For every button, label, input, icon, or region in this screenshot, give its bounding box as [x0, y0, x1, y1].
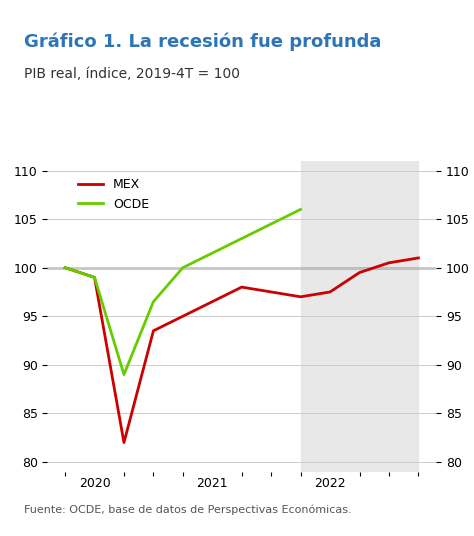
OCDE — [62, 264, 68, 271]
MEX — [268, 289, 274, 295]
MEX — [416, 255, 421, 261]
OCDE — [151, 299, 156, 305]
MEX — [239, 284, 245, 291]
Bar — [301, 161, 419, 472]
MEX — [386, 259, 392, 266]
OCDE — [298, 206, 303, 213]
MEX — [91, 274, 97, 281]
MEX — [210, 299, 215, 305]
OCDE — [91, 274, 97, 281]
OCDE — [268, 221, 274, 227]
MEX — [356, 269, 362, 276]
OCDE — [121, 371, 127, 378]
OCDE — [180, 264, 186, 271]
Text: Gráfico 1. La recesión fue profunda: Gráfico 1. La recesión fue profunda — [24, 32, 381, 51]
Line: MEX: MEX — [65, 258, 419, 443]
Line: OCDE: OCDE — [65, 210, 301, 375]
Text: Fuente: OCDE, base de datos de Perspectivas Económicas.: Fuente: OCDE, base de datos de Perspecti… — [24, 504, 351, 515]
OCDE — [210, 250, 215, 256]
MEX — [121, 440, 127, 446]
Legend: MEX, OCDE: MEX, OCDE — [73, 173, 154, 215]
MEX — [180, 313, 186, 319]
MEX — [298, 294, 303, 300]
OCDE — [239, 235, 245, 242]
Text: PIB real, índice, 2019-4T = 100: PIB real, índice, 2019-4T = 100 — [24, 67, 240, 81]
MEX — [151, 327, 156, 334]
MEX — [62, 264, 68, 271]
MEX — [327, 289, 333, 295]
